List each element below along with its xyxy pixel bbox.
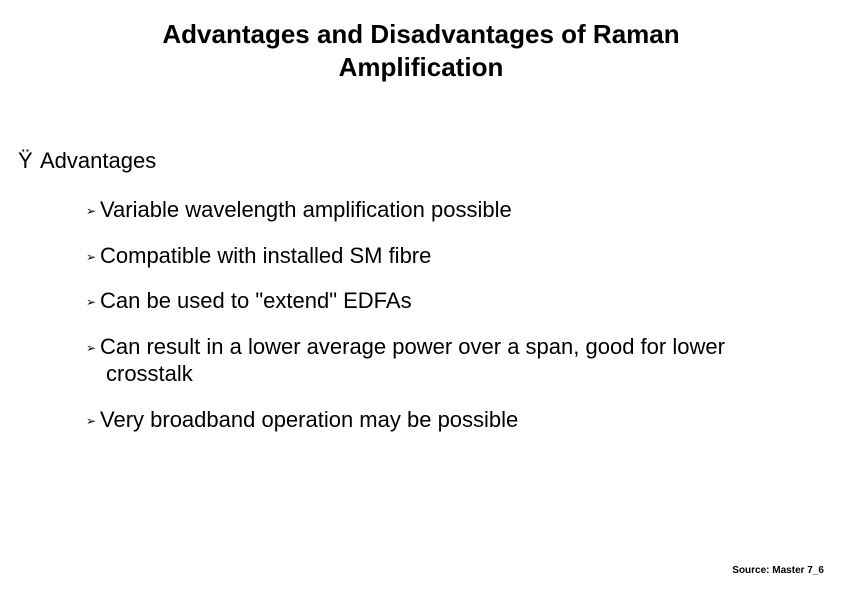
chevron-right-icon: ➢: [86, 295, 100, 310]
section-label: Advantages: [40, 148, 156, 173]
chevron-right-icon: ➢: [86, 414, 100, 429]
slide-title: Advantages and Disadvantages of Raman Am…: [0, 18, 842, 83]
advantages-list: ➢Variable wavelength amplification possi…: [86, 196, 802, 451]
list-item: ➢Very broadband operation may be possibl…: [86, 406, 802, 434]
source-footer: Source: Master 7_6: [732, 565, 824, 576]
list-item-text: Can result in a lower average power over…: [100, 334, 725, 387]
list-item: ➢Variable wavelength amplification possi…: [86, 196, 802, 224]
list-item-text: Compatible with installed SM fibre: [100, 243, 431, 268]
list-item: ➢Can be used to "extend" EDFAs: [86, 287, 802, 315]
list-item-text: Very broadband operation may be possible: [100, 407, 518, 432]
section-bullet-glyph: Ÿ: [18, 148, 40, 174]
chevron-right-icon: ➢: [86, 204, 100, 219]
list-item: ➢Can result in a lower average power ove…: [86, 333, 802, 388]
list-item-text: Variable wavelength amplification possib…: [100, 197, 512, 222]
slide: Advantages and Disadvantages of Raman Am…: [0, 0, 842, 592]
section-heading: ŸAdvantages: [18, 148, 156, 174]
list-item: ➢Compatible with installed SM fibre: [86, 242, 802, 270]
list-item-text: Can be used to "extend" EDFAs: [100, 288, 412, 313]
chevron-right-icon: ➢: [86, 250, 100, 265]
chevron-right-icon: ➢: [86, 341, 100, 356]
